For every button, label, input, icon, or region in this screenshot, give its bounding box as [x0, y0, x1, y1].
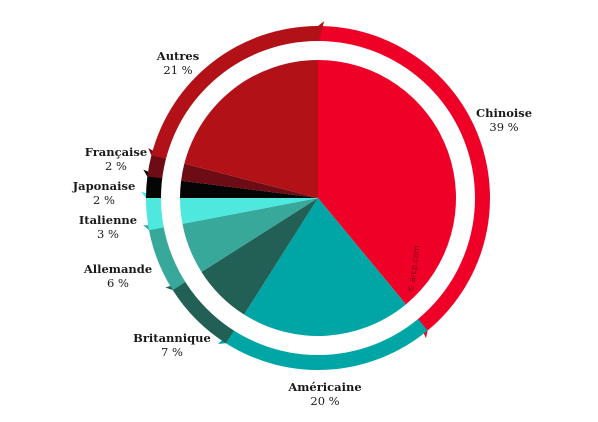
- slice-value-autres: 21 %: [163, 63, 192, 77]
- slice-label-japonaise: Japonaise: [72, 179, 136, 193]
- slice-label-britannique: Britannique: [133, 331, 211, 345]
- pie-slice-americaine: [244, 198, 406, 336]
- slice-value-italienne: 3 %: [97, 227, 119, 241]
- slice-label-francaise: Française: [85, 145, 147, 159]
- slice-value-americaine: 20 %: [310, 394, 339, 408]
- slice-value-japonaise: 2 %: [93, 193, 115, 207]
- slice-value-allemande: 6 %: [107, 276, 129, 290]
- ring-arc-italienne: [141, 191, 167, 231]
- ring-arc-britannique: [165, 280, 236, 344]
- slice-label-autres: Autres: [156, 49, 199, 63]
- slice-value-francaise: 2 %: [105, 159, 127, 173]
- pie-slices: [180, 60, 457, 336]
- pie-slice-chinoise: [318, 60, 457, 305]
- ring-arc-autres: [151, 21, 325, 160]
- pie-slice-francaise: [181, 163, 318, 198]
- pie-slice-italienne: [180, 198, 318, 224]
- slice-label-chinoise: Chinoise: [476, 106, 532, 120]
- pie-slice-autres: [184, 60, 318, 198]
- slice-label-americaine: Américaine: [287, 380, 361, 394]
- slice-value-britannique: 7 %: [161, 345, 183, 359]
- ring-arc-americaine: [217, 316, 428, 370]
- slice-value-chinoise: 39 %: [489, 120, 518, 134]
- outer-ring: [141, 21, 490, 370]
- pie-slice-britannique: [201, 198, 318, 315]
- ring-arc-allemande: [143, 225, 188, 291]
- slice-label-allemande: Allemande: [83, 262, 152, 276]
- pie-slice-japonaise: [180, 180, 318, 198]
- pie-slice-allemande: [182, 198, 318, 272]
- ring-arc-chinoise: [318, 26, 490, 339]
- ring-gap: [161, 41, 475, 355]
- slice-label-italienne: Italienne: [79, 213, 137, 227]
